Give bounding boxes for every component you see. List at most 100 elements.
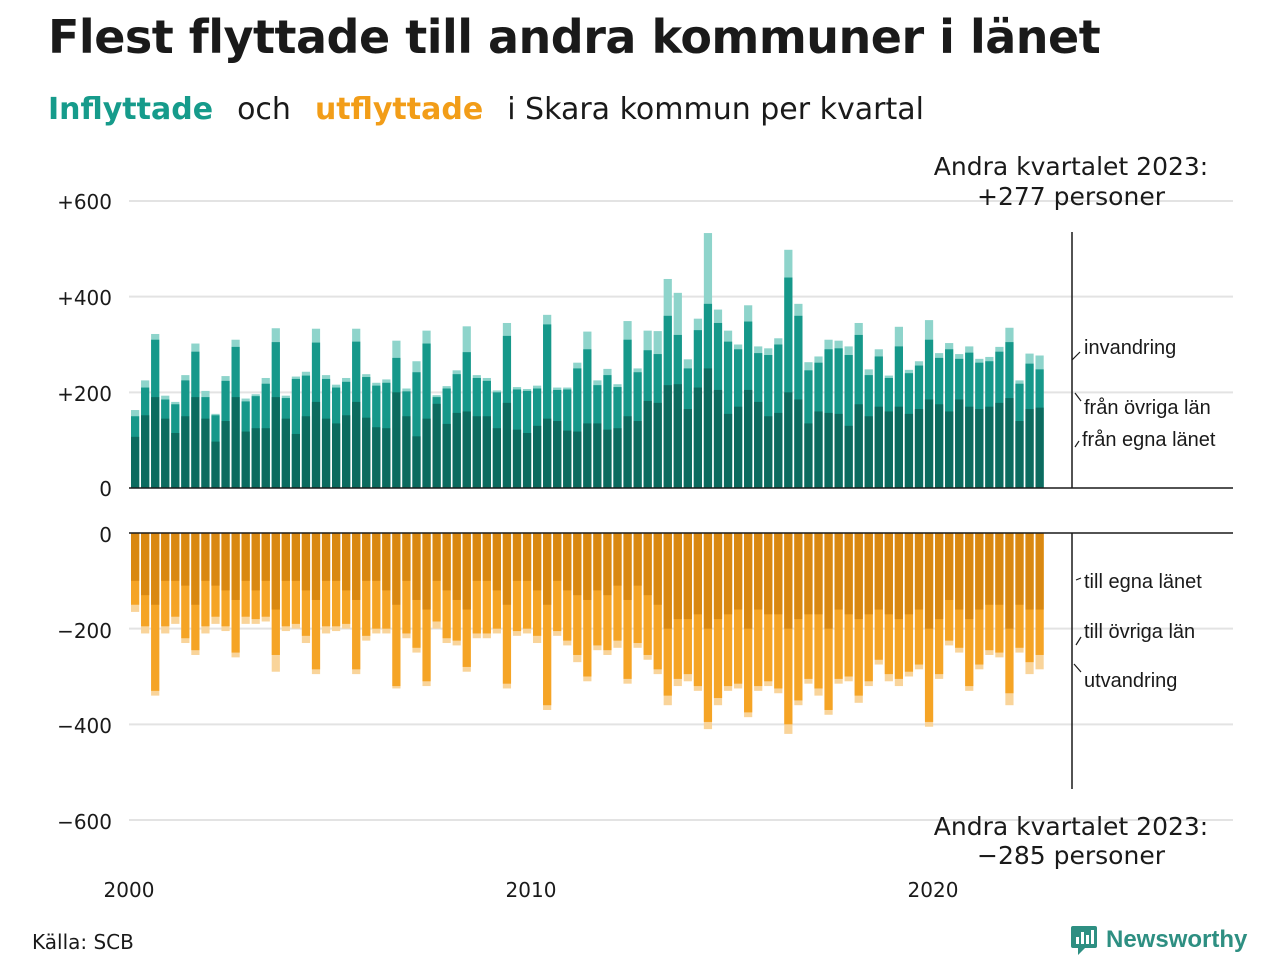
leader-fran-ovriga-lan xyxy=(1074,392,1082,402)
bar-out-own-county xyxy=(723,533,733,615)
bar-in-own-county xyxy=(784,392,793,488)
subtitle-outflow-word: utflyttade xyxy=(314,92,484,127)
bar-in-other-county xyxy=(422,343,431,488)
bar-in-other-county xyxy=(623,339,632,488)
subtitle-rest: i Skara kommun per kvartal xyxy=(507,92,924,127)
bar-out-other-county xyxy=(543,533,552,706)
bar-out-own-county xyxy=(402,533,411,581)
bar-in-other-county xyxy=(844,355,853,488)
bar-in-own-county xyxy=(713,389,723,488)
bar-out-own-county xyxy=(965,533,974,620)
bar-in-own-county xyxy=(482,416,491,488)
bar-in-own-county xyxy=(854,404,863,488)
bar-in-own-county xyxy=(211,441,220,488)
bar-out-own-county xyxy=(864,533,873,615)
bar-out-own-county xyxy=(432,533,441,581)
leader-fran-egna-lanet xyxy=(1074,440,1080,448)
leader-utvandring xyxy=(1073,663,1082,673)
bar-out-own-county xyxy=(191,533,200,605)
series-label-utvandring: utvandring xyxy=(1084,670,1177,692)
bar-out-own-county xyxy=(543,533,552,605)
bar-in-own-county xyxy=(864,416,873,488)
bar-out-own-county xyxy=(924,533,934,629)
bar-out-own-county xyxy=(241,533,250,581)
bar-out-own-county xyxy=(492,533,501,591)
bar-in-own-county xyxy=(633,421,642,488)
y-tick-in-0: 0 xyxy=(99,477,112,501)
bar-out-own-county xyxy=(131,533,140,581)
bar-in-own-county xyxy=(764,416,773,488)
bar-in-own-county xyxy=(301,416,311,488)
y-tick-in-200: +200 xyxy=(57,382,112,406)
bar-out-own-county xyxy=(613,533,622,586)
bar-out-own-county xyxy=(271,533,280,610)
bar-in-own-county xyxy=(543,418,552,488)
bar-in-own-county xyxy=(462,411,471,488)
bar-out-own-county xyxy=(382,533,391,591)
bar-out-own-county xyxy=(774,533,783,615)
bar-out-own-county xyxy=(764,533,773,615)
bar-in-other-county xyxy=(291,378,300,488)
bar-in-own-county xyxy=(975,409,984,488)
bar-out-own-county xyxy=(412,533,421,600)
bar-out-own-county xyxy=(291,533,300,581)
bar-out-own-county xyxy=(914,533,924,610)
bar-out-other-county xyxy=(372,533,381,629)
y-tick-out-0: 0 xyxy=(99,523,112,547)
series-label-invandring: invandring xyxy=(1084,337,1176,359)
y-tick-out-600: −600 xyxy=(57,810,112,834)
bar-in-own-county xyxy=(291,433,300,488)
bar-out-own-county xyxy=(673,533,682,620)
bar-out-own-county xyxy=(231,533,240,600)
bar-out-own-county xyxy=(784,533,793,629)
bar-in-own-county xyxy=(583,423,592,489)
bar-in-own-county xyxy=(271,397,280,488)
bar-out-own-county xyxy=(734,533,743,610)
bar-in-own-county xyxy=(362,417,371,488)
bar-in-own-county xyxy=(734,406,743,488)
subtitle-inflow-word: Inflyttade xyxy=(48,92,214,127)
bar-out-own-county xyxy=(844,533,853,615)
bar-in-own-county xyxy=(392,392,401,488)
bar-out-other-county xyxy=(553,533,562,632)
bar-in-own-county xyxy=(935,404,944,488)
bar-out-own-county xyxy=(221,533,230,591)
bar-in-own-county xyxy=(231,397,240,488)
bar-out-own-county xyxy=(884,533,893,615)
bar-in-own-county xyxy=(824,412,833,488)
bar-out-own-county xyxy=(332,533,341,581)
bar-out-own-county xyxy=(563,533,572,591)
bar-in-own-county xyxy=(965,406,974,488)
bar-out-own-county xyxy=(281,533,290,581)
bar-out-other-county xyxy=(151,533,160,691)
bar-in-own-county xyxy=(311,401,321,488)
bar-out-other-county xyxy=(392,533,401,687)
bar-in-own-county xyxy=(251,428,260,488)
bar-in-own-county xyxy=(613,428,622,488)
bar-in-own-county xyxy=(352,401,361,488)
bar-out-own-county xyxy=(894,533,903,620)
bar-in-own-county xyxy=(814,411,823,488)
bar-in-own-county xyxy=(844,425,853,488)
bar-in-own-county xyxy=(492,428,501,488)
bar-in-own-county xyxy=(563,430,572,488)
bar-out-own-county xyxy=(452,533,461,600)
annotation-out-line1: Andra kvartalet 2023: xyxy=(934,812,1208,841)
bar-out-own-county xyxy=(693,533,702,615)
bar-out-own-county xyxy=(422,533,431,610)
bar-out-other-county xyxy=(754,533,763,687)
bar-in-own-county xyxy=(332,423,341,489)
bar-in-own-county xyxy=(1005,398,1014,488)
bar-in-own-county xyxy=(693,387,702,488)
bar-out-other-county xyxy=(522,533,532,629)
bar-out-own-county xyxy=(362,533,371,581)
bar-in-own-county xyxy=(1035,407,1044,488)
bar-in-own-county xyxy=(512,429,522,488)
y-tick-in-400: +400 xyxy=(57,286,112,310)
bar-in-own-county xyxy=(472,416,481,488)
bar-out-own-county xyxy=(392,533,401,605)
bar-out-own-county xyxy=(794,533,803,620)
bar-out-other-county xyxy=(311,533,321,670)
bar-in-own-county xyxy=(593,423,602,489)
bar-out-other-county xyxy=(613,533,622,641)
